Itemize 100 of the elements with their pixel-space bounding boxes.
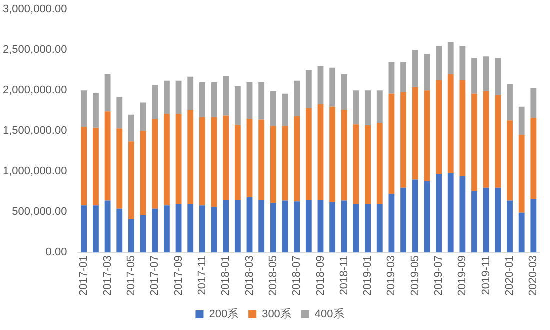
bar — [400, 92, 407, 188]
bar — [258, 120, 265, 200]
bar — [270, 126, 276, 204]
bar — [164, 206, 170, 253]
y-tick-label: 1,000,000.00 — [2, 166, 68, 178]
bar — [424, 54, 430, 91]
bar — [388, 62, 395, 94]
bar — [176, 114, 182, 204]
bar — [176, 204, 182, 253]
bar — [140, 102, 146, 132]
bar — [353, 124, 360, 204]
bar — [365, 90, 372, 126]
bar — [188, 204, 194, 253]
bar — [412, 87, 418, 180]
y-tick-label: 0.00 — [46, 246, 68, 259]
bar — [507, 84, 513, 121]
bar — [282, 126, 288, 201]
bar — [128, 219, 134, 253]
y-tick-label: 500,000.00 — [12, 206, 68, 218]
bar — [81, 90, 88, 128]
legend-label: 200系 — [209, 308, 239, 321]
x-tick-label: 2017-05 — [125, 256, 138, 296]
bar — [472, 58, 478, 94]
bar — [530, 118, 537, 200]
x-tick-label: 2019-11 — [480, 256, 492, 296]
bar — [353, 90, 360, 125]
bar — [116, 208, 123, 253]
bar — [388, 194, 395, 253]
bar — [400, 62, 407, 92]
x-tick-label: 2019-09 — [456, 256, 469, 296]
bar — [330, 68, 336, 107]
bar — [140, 215, 146, 253]
bar — [424, 181, 430, 253]
bar — [460, 80, 466, 176]
bar — [140, 131, 146, 216]
bar — [495, 188, 502, 253]
bar — [448, 74, 454, 174]
x-tick-label: 2020-03 — [528, 256, 540, 296]
x-tick-label: 2017-01 — [78, 256, 90, 296]
bar — [495, 95, 502, 188]
bar — [246, 82, 253, 119]
bar — [81, 127, 88, 206]
x-tick-label: 2018-01 — [220, 256, 232, 296]
bar — [448, 42, 454, 74]
bar — [211, 82, 218, 118]
bar — [306, 200, 312, 253]
bar — [223, 200, 230, 253]
x-tick-label: 2018-11 — [338, 256, 350, 296]
bar — [306, 108, 312, 200]
bar — [164, 114, 170, 206]
x-tick-label: 2020-01 — [504, 256, 516, 296]
bar — [176, 80, 182, 114]
bar — [365, 125, 372, 204]
bar — [330, 202, 336, 253]
bar — [472, 94, 478, 192]
bar — [270, 91, 276, 126]
bar — [412, 180, 418, 253]
x-tick-label: 2018-05 — [267, 256, 280, 296]
bar — [234, 86, 241, 126]
bar — [128, 142, 134, 220]
bar — [318, 200, 324, 253]
bar — [234, 200, 241, 253]
bar — [472, 191, 478, 253]
x-tick-label: 2019-07 — [433, 256, 446, 296]
bar — [152, 118, 158, 209]
bar — [258, 200, 265, 253]
bar — [116, 128, 123, 209]
bar — [294, 202, 300, 253]
bar — [376, 90, 383, 124]
bar — [270, 203, 276, 253]
bar — [483, 91, 490, 188]
bar — [223, 76, 230, 116]
bar — [188, 110, 194, 204]
bar — [152, 208, 158, 253]
bar — [152, 84, 158, 119]
y-tick-label: 2,000,000.00 — [2, 84, 68, 97]
bar — [495, 58, 502, 96]
bar — [318, 66, 324, 104]
bar — [246, 118, 253, 198]
bar — [518, 135, 525, 213]
legend-label: 400系 — [314, 308, 344, 321]
bar — [104, 200, 111, 253]
bar — [199, 82, 206, 118]
x-tick-label: 2019-01 — [362, 256, 374, 296]
bar — [507, 200, 513, 253]
bar — [306, 70, 312, 108]
bar — [436, 174, 442, 253]
x-tick-label: 2017-07 — [149, 256, 162, 296]
bar — [518, 106, 525, 136]
x-tick-label: 2018-09 — [314, 256, 327, 296]
bar — [93, 128, 99, 206]
bar — [341, 74, 348, 110]
x-tick-label: 2019-03 — [386, 256, 398, 296]
bar — [199, 206, 206, 253]
bar — [246, 198, 253, 253]
bar — [530, 199, 537, 253]
x-tick-label: 2019-05 — [409, 256, 422, 296]
bar — [223, 116, 230, 200]
bar — [104, 74, 111, 112]
bar — [188, 76, 194, 110]
